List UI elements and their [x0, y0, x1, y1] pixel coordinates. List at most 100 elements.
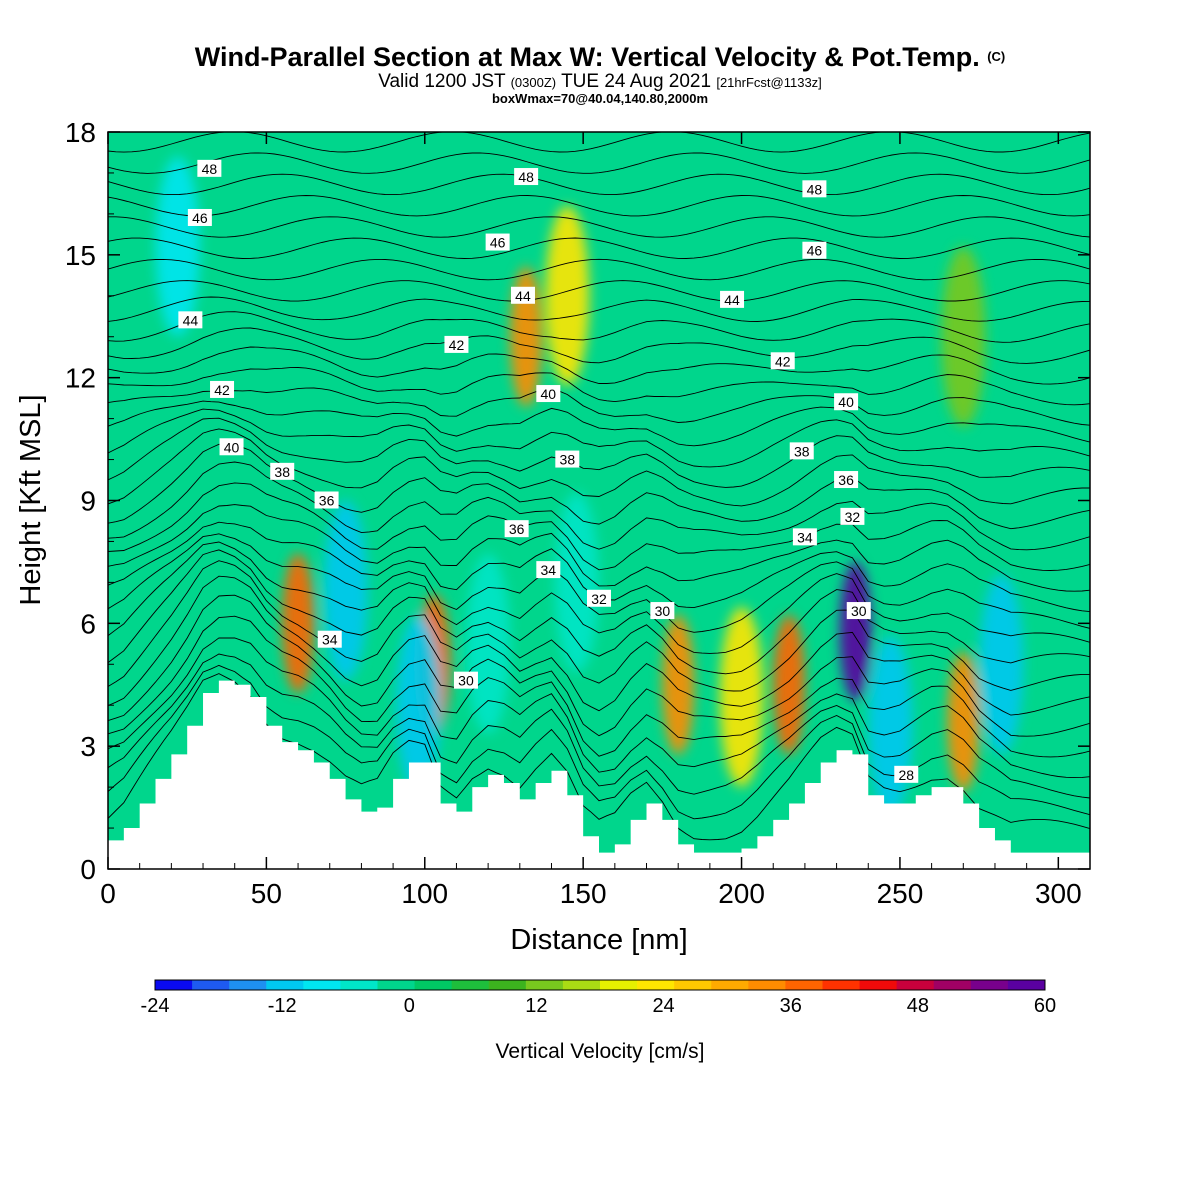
theta-contour-line — [108, 296, 1090, 322]
theta-label-box — [846, 602, 871, 620]
y-tick-label: 15 — [65, 240, 96, 271]
velocity-feature — [719, 607, 764, 788]
theta-contour-line — [108, 216, 1090, 238]
valid-time-line: Valid 1200 JST (0300Z) TUE 24 Aug 2021 [… — [0, 72, 1200, 92]
theta-label: 38 — [270, 462, 295, 480]
colorbar-tick-label: 48 — [907, 995, 929, 1017]
theta-label: 38 — [789, 442, 814, 460]
theta-label-text: 34 — [541, 562, 557, 578]
theta-label-text: 38 — [560, 452, 576, 468]
theta-label: 42 — [770, 352, 795, 370]
theta-contour-line — [108, 387, 1090, 426]
theta-label-text: 44 — [724, 292, 740, 308]
x-tick-label: 0 — [100, 878, 116, 909]
theta-label-text: 48 — [518, 169, 534, 185]
colorbar-swatch — [896, 980, 935, 990]
velocity-feature — [323, 500, 368, 681]
theta-label-text: 28 — [898, 767, 914, 783]
theta-label-box — [834, 393, 859, 411]
theta-label: 48 — [197, 159, 222, 177]
colorbar-swatch — [525, 980, 564, 990]
theta-label-box — [840, 507, 865, 525]
colorbar-tick-label: -24 — [141, 995, 170, 1017]
y-tick-label: 18 — [65, 117, 96, 148]
colorbar-tick-label: 60 — [1034, 995, 1056, 1017]
colorbar-swatch — [859, 980, 898, 990]
plot-area: 48 46 44 42 40 38 36 34 48 46 44 42 40 38 36 34 32 30 30 48… — [108, 132, 1090, 869]
colorbar-swatch — [674, 980, 712, 990]
colorbar-swatch — [155, 980, 193, 990]
theta-label: 42 — [210, 380, 235, 398]
y-axis-title: Height [Kft MSL] — [15, 394, 47, 605]
theta-label: 34 — [536, 561, 561, 579]
theta-label-box — [802, 241, 827, 259]
theta-contour-line — [108, 664, 1090, 820]
theta-label-text: 44 — [183, 312, 199, 328]
theta-label-text: 36 — [319, 493, 335, 509]
theta-label-text: 46 — [490, 235, 506, 251]
theta-label: 36 — [834, 471, 859, 489]
theta-label: 44 — [178, 311, 203, 329]
theta-label-text: 32 — [591, 591, 607, 607]
theta-label-box — [894, 765, 919, 783]
x-tick-label: 100 — [401, 878, 448, 909]
theta-label-box — [197, 159, 222, 177]
theta-label: 34 — [317, 630, 342, 648]
velocity-feature — [155, 156, 200, 337]
colorbar-swatch — [1007, 980, 1046, 990]
x-axis: 0 50 100 150 200 250 300 — [100, 132, 1082, 909]
velocity-feature — [839, 561, 872, 702]
theta-label-text: 44 — [515, 288, 531, 304]
theta-label-text: 42 — [449, 337, 465, 353]
theta-label-box — [453, 671, 478, 689]
theta-label-box — [555, 450, 580, 468]
velocity-feature — [773, 614, 806, 755]
colorbar-tick-label: 36 — [780, 995, 802, 1017]
colorbar-tick-label: 0 — [404, 995, 415, 1017]
theta-label-box — [178, 311, 203, 329]
colorbar-swatch — [229, 980, 267, 990]
colorbar-swatch — [377, 980, 416, 990]
velocity-feature — [545, 205, 590, 386]
chart-title: Wind-Parallel Section at Max W: Vertical… — [194, 42, 980, 72]
colorbar-swatch — [340, 980, 378, 990]
theta-label-box — [789, 442, 814, 460]
theta-contour-line — [108, 408, 1090, 468]
theta-label-box — [504, 520, 529, 538]
theta-label-box — [792, 528, 817, 546]
box-info: boxWmax=70@40.04,140.80,2000m — [491, 91, 709, 106]
theta-label-text: 42 — [775, 353, 791, 369]
theta-label-box — [444, 335, 469, 353]
x-tick-label: 300 — [1035, 878, 1082, 909]
theta-label: 36 — [314, 491, 339, 509]
x-tick-label: 150 — [560, 878, 607, 909]
title-block: Wind-Parallel Section at Max W: Vertical… — [0, 42, 1200, 106]
theta-label-text: 32 — [845, 509, 861, 525]
colorbar-swatch — [488, 980, 527, 990]
theta-contour-line — [108, 594, 1090, 737]
y-tick-label: 3 — [80, 731, 96, 762]
theta-contour-line — [108, 195, 1090, 217]
theta-contour-line — [108, 280, 1090, 302]
colorbar-swatch — [414, 980, 453, 990]
theta-contour-line — [108, 482, 1090, 571]
theta-label-text: 36 — [838, 472, 854, 488]
theta-label-text: 40 — [541, 386, 557, 402]
theta-contour-line — [108, 541, 1090, 654]
colorbar-swatch — [451, 980, 490, 990]
copyright-mark: (C) — [987, 49, 1006, 64]
theta-label-text: 30 — [458, 673, 474, 689]
theta-label-box — [514, 168, 539, 186]
colorbar-tick-label: -12 — [268, 995, 297, 1017]
forecast-info: [21hrFcst@1133z] — [716, 75, 822, 90]
valid-utc: (0300Z) — [510, 75, 557, 90]
x-tick-label: 200 — [718, 878, 765, 909]
theta-label-text: 48 — [807, 181, 823, 197]
theta-label-text: 38 — [794, 443, 810, 459]
colorbar-swatch — [562, 980, 601, 990]
chart-title-line: Wind-Parallel Section at Max W: Vertical… — [0, 42, 1200, 72]
theta-label-box — [219, 438, 244, 456]
theta-label: 40 — [834, 393, 859, 411]
